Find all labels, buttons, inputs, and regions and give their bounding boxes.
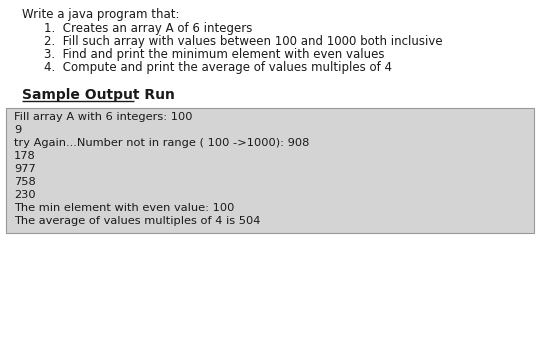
Text: 9: 9 xyxy=(14,125,21,135)
Text: Write a java program that:: Write a java program that: xyxy=(22,8,179,21)
Text: 4.  Compute and print the average of values multiples of 4: 4. Compute and print the average of valu… xyxy=(44,61,392,74)
Text: 2.  Fill such array with values between 100 and 1000 both inclusive: 2. Fill such array with values between 1… xyxy=(44,35,443,48)
Text: 758: 758 xyxy=(14,177,36,187)
Text: Sample Output Run: Sample Output Run xyxy=(22,88,175,102)
Text: 1.  Creates an array A of 6 integers: 1. Creates an array A of 6 integers xyxy=(44,22,252,35)
Text: The min element with even value: 100: The min element with even value: 100 xyxy=(14,203,234,213)
Text: The average of values multiples of 4 is 504: The average of values multiples of 4 is … xyxy=(14,216,260,226)
Text: 178: 178 xyxy=(14,151,36,161)
Text: Fill array A with 6 integers: 100: Fill array A with 6 integers: 100 xyxy=(14,112,192,122)
Text: 977: 977 xyxy=(14,164,36,174)
FancyBboxPatch shape xyxy=(6,108,534,233)
Text: try Again...Number not in range ( 100 ->1000): 908: try Again...Number not in range ( 100 ->… xyxy=(14,138,309,148)
Text: 3.  Find and print the minimum element with even values: 3. Find and print the minimum element wi… xyxy=(44,48,384,61)
Text: 230: 230 xyxy=(14,190,36,200)
